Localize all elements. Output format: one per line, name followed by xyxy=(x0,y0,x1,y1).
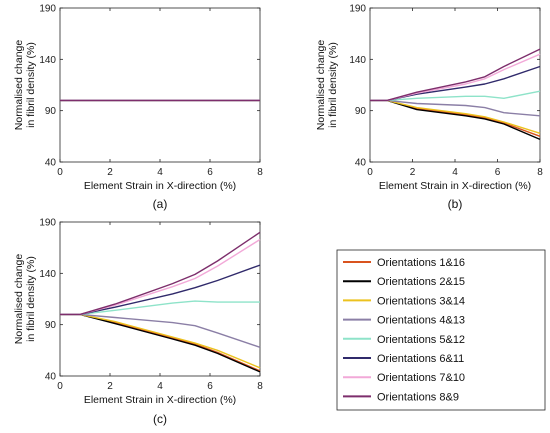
x-tick-label: 0 xyxy=(57,167,63,178)
chart-panel-0: 40 90 140 190 0 2 4 6 8 Element Strain in X-direc… xyxy=(13,4,263,212)
x-tick-label: 4 xyxy=(157,167,163,178)
x-axis-label: Element Strain in X-direction (%) xyxy=(379,180,531,192)
y-tick-label: 90 xyxy=(355,106,367,117)
x-tick-label: 2 xyxy=(410,167,416,178)
x-tick-label: 6 xyxy=(495,167,501,178)
x-tick-label: 4 xyxy=(452,167,458,178)
panel-label: (c) xyxy=(153,412,167,426)
y-tick-label: 140 xyxy=(349,55,366,66)
x-tick-label: 0 xyxy=(367,167,373,178)
y-tick-label: 140 xyxy=(39,55,56,66)
plot-frame xyxy=(59,221,261,377)
legend-entry-label: Orientations 8&9 xyxy=(377,391,459,403)
y-tick-label: 40 xyxy=(355,158,367,169)
chart-panel-1: 40 90 140 190 0 2 4 6 8 Element Strain in X-direc… xyxy=(315,4,543,212)
x-tick-label: 4 xyxy=(157,381,163,392)
y-tick-label: 140 xyxy=(39,269,56,280)
legend: Orientations 1&16 Orientations 2&15 Orient… xyxy=(336,249,546,411)
y-tick-label: 40 xyxy=(45,158,57,169)
x-tick-label: 2 xyxy=(107,167,113,178)
y-axis-label: in fibril density (%) xyxy=(25,256,37,342)
series-line-8-9 xyxy=(370,48,541,102)
y-axis-label: Normalised change xyxy=(13,40,25,131)
y-tick-label: 190 xyxy=(39,218,56,229)
y-tick-label: 90 xyxy=(45,320,57,331)
y-tick-label: 90 xyxy=(45,106,57,117)
plot-frame xyxy=(369,7,541,163)
y-tick-label: 190 xyxy=(349,4,366,15)
panel-label: (a) xyxy=(153,197,168,211)
legend-entry-label: Orientations 3&14 xyxy=(377,295,465,307)
y-tick-label: 190 xyxy=(39,4,56,15)
panel-label: (b) xyxy=(448,197,463,211)
y-tick-label: 40 xyxy=(45,372,57,383)
x-tick-label: 8 xyxy=(257,381,263,392)
x-tick-label: 6 xyxy=(207,381,213,392)
x-tick-label: 8 xyxy=(257,167,263,178)
legend-box xyxy=(336,249,546,411)
y-axis-label: Normalised change xyxy=(13,254,25,345)
x-tick-label: 2 xyxy=(107,381,113,392)
x-tick-label: 8 xyxy=(537,167,543,178)
y-axis-label: in fibril density (%) xyxy=(327,42,339,128)
x-axis-label: Element Strain in X-direction (%) xyxy=(84,394,236,406)
legend-entry-label: Orientations 7&10 xyxy=(377,372,465,384)
x-tick-label: 6 xyxy=(207,167,213,178)
x-axis-label: Element Strain in X-direction (%) xyxy=(84,180,236,192)
x-tick-label: 0 xyxy=(57,381,63,392)
legend-entry-label: Orientations 6&11 xyxy=(377,353,464,365)
legend-entry-label: Orientations 5&12 xyxy=(377,334,465,346)
plot-frame xyxy=(59,7,261,163)
legend-entry-label: Orientations 1&16 xyxy=(377,257,465,269)
y-axis-label: in fibril density (%) xyxy=(25,42,37,128)
legend-entry-label: Orientations 2&15 xyxy=(377,276,465,288)
chart-panel-2: 40 90 140 190 0 2 4 6 8 Element Strain in X-direc… xyxy=(13,218,263,427)
legend-entry-label: Orientations 4&13 xyxy=(377,315,465,327)
y-axis-label: Normalised change xyxy=(315,40,327,131)
series-line-8-9 xyxy=(60,231,261,316)
